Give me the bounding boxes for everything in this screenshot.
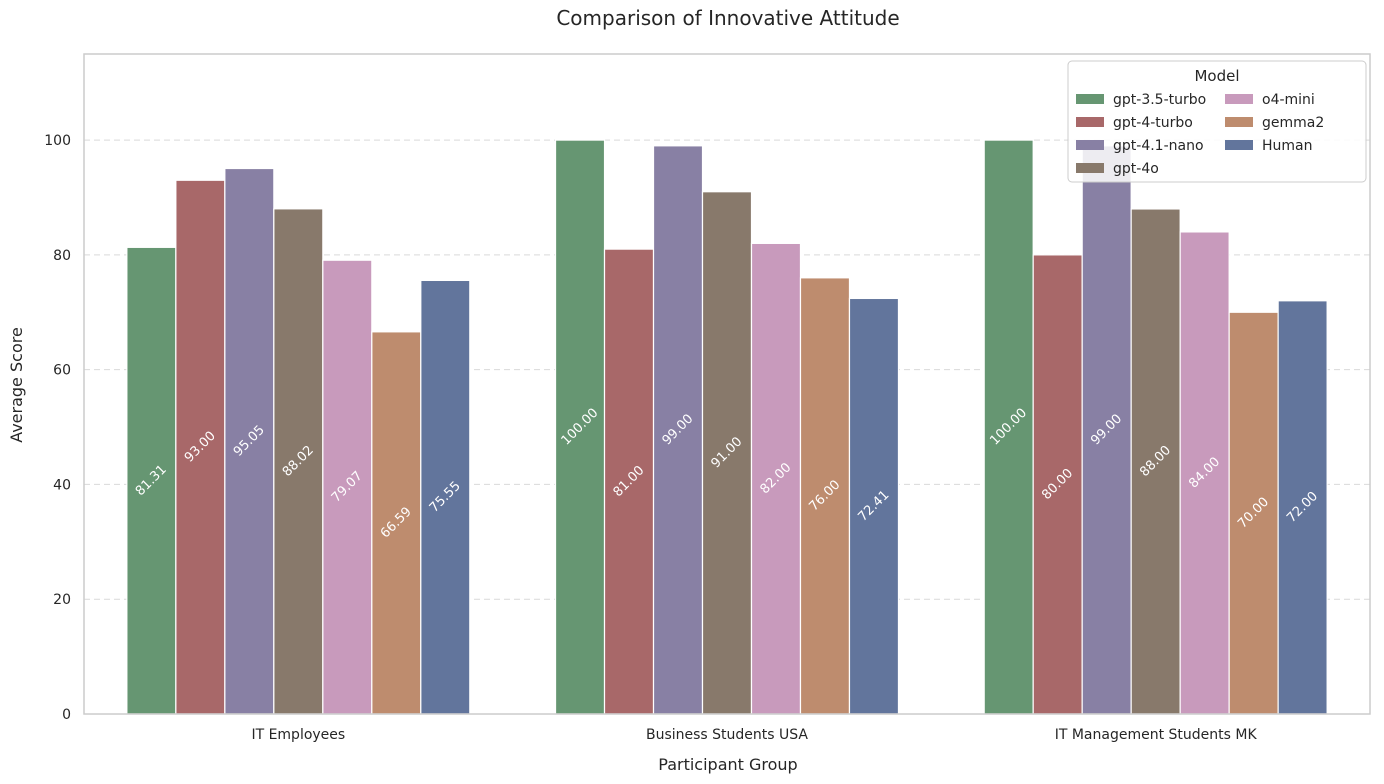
bar-gpt-4-turbo bbox=[603, 248, 655, 715]
legend-item-gpt-4.1-nano: gpt-4.1-nano bbox=[1113, 138, 1204, 154]
bar-Human bbox=[420, 279, 471, 715]
bar-gpt-4.1-nano bbox=[224, 167, 275, 715]
y-tick-label: 100 bbox=[44, 133, 71, 149]
legend-item-o4-mini: o4-mini bbox=[1262, 92, 1315, 108]
legend-swatch-gpt-4o bbox=[1076, 163, 1104, 173]
bar-Human bbox=[848, 297, 900, 715]
bar-o4-mini bbox=[322, 259, 373, 715]
y-tick-label: 20 bbox=[53, 592, 71, 608]
legend-swatch-gpt-4-turbo bbox=[1076, 117, 1104, 127]
bar-gpt-4o bbox=[273, 208, 324, 715]
bar-o4-mini bbox=[1179, 231, 1230, 715]
legend-swatch-gpt-4.1-nano bbox=[1076, 140, 1104, 150]
bar-Human bbox=[1277, 300, 1328, 715]
legend-item-Human: Human bbox=[1262, 138, 1313, 154]
legend-item-gpt-3.5-turbo: gpt-3.5-turbo bbox=[1113, 92, 1206, 108]
bar-gpt-4o bbox=[1130, 208, 1181, 715]
x-tick-label: Business Students USA bbox=[646, 727, 808, 743]
legend-item-gpt-4-turbo: gpt-4-turbo bbox=[1113, 115, 1193, 131]
y-axis-label: Average Score bbox=[7, 327, 26, 443]
bar-gemma2 bbox=[1228, 311, 1279, 715]
legend-swatch-gpt-3.5-turbo bbox=[1076, 94, 1104, 104]
y-tick-label: 40 bbox=[53, 477, 71, 493]
legend-swatch-o4-mini bbox=[1225, 94, 1253, 104]
bar-gpt-4-turbo bbox=[1032, 254, 1083, 715]
y-tick-label: 60 bbox=[53, 363, 71, 379]
bar-gpt-3.5-turbo bbox=[983, 139, 1034, 715]
bar-gpt-4o bbox=[701, 191, 753, 715]
x-tick-label: IT Employees bbox=[251, 727, 345, 743]
bar-gemma2 bbox=[799, 277, 851, 715]
axis-ticks: 0 20 40 60 80 100 IT Employees Business Student… bbox=[44, 133, 1257, 743]
bar-gpt-4.1-nano bbox=[1081, 145, 1132, 715]
y-tick-label: 80 bbox=[53, 248, 71, 264]
plot-frame bbox=[83, 53, 1371, 715]
bar-gpt-4.1-nano bbox=[652, 145, 704, 715]
legend: Model gpt-3.5-turbo gpt-4-turbo gpt-4.1-nan… bbox=[1067, 60, 1367, 183]
bars bbox=[126, 139, 1328, 715]
legend-item-gemma2: gemma2 bbox=[1262, 115, 1324, 131]
legend-box bbox=[1067, 60, 1367, 183]
bar-gemma2 bbox=[371, 331, 422, 715]
chart-title: Comparison of Innovative Attitude bbox=[556, 6, 899, 30]
legend-swatch-Human bbox=[1225, 140, 1253, 150]
legend-item-gpt-4o: gpt-4o bbox=[1113, 161, 1159, 177]
y-tick-label: 0 bbox=[62, 707, 71, 723]
x-axis-label: Participant Group bbox=[658, 755, 797, 774]
x-tick-label: IT Management Students MK bbox=[1055, 727, 1258, 743]
legend-title: Model bbox=[1194, 67, 1239, 85]
legend-swatch-gemma2 bbox=[1225, 117, 1253, 127]
bar-gpt-3.5-turbo bbox=[126, 246, 177, 715]
